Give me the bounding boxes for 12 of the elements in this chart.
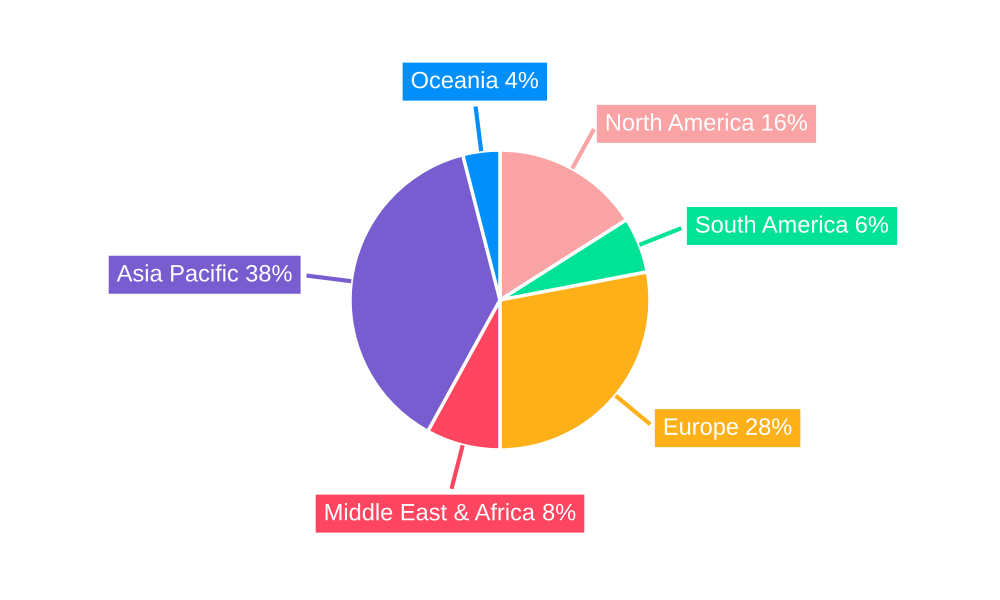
slice-label: Middle East & Africa (326, 503, 535, 521)
data-label: 4% (505, 72, 538, 88)
data-label: 38% (246, 264, 292, 282)
data-label: 6% (856, 216, 888, 233)
data-label: 16% (762, 114, 807, 131)
slice-label: Oceania (412, 71, 499, 88)
slice-label: South America (696, 215, 848, 233)
slice-label: North America (606, 113, 754, 131)
data-label: 28% (746, 418, 792, 435)
slice-label: Europe (664, 418, 738, 440)
data-label: 8% (543, 504, 576, 521)
slice-label: Asia Pacific (116, 264, 238, 282)
